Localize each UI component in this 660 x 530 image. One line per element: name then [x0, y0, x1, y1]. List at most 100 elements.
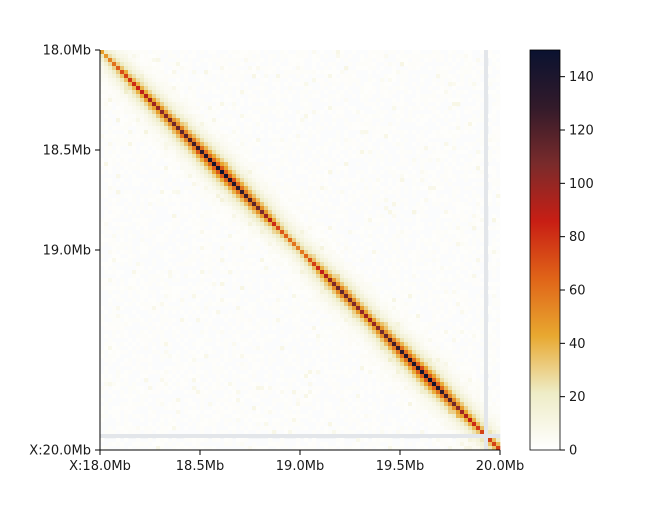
heatmap-cell — [432, 78, 437, 83]
heatmap-cell — [456, 302, 461, 307]
heatmap-cell — [384, 82, 389, 87]
heatmap-cell — [392, 174, 397, 179]
heatmap-cell — [164, 122, 169, 127]
heatmap-cell — [208, 338, 213, 343]
heatmap-cell — [180, 114, 185, 119]
heatmap-cell — [260, 298, 265, 303]
heatmap-cell — [236, 250, 241, 255]
heatmap-cell — [324, 170, 329, 175]
heatmap-cell — [236, 238, 241, 243]
heatmap-cell — [336, 322, 341, 327]
heatmap-cell — [460, 242, 465, 247]
heatmap-cell — [320, 166, 325, 171]
heatmap-cell — [236, 282, 241, 287]
heatmap-cell — [172, 90, 177, 95]
heatmap-cell — [268, 166, 273, 171]
heatmap-cell — [324, 194, 329, 199]
heatmap-cell — [420, 226, 425, 231]
heatmap-cell — [176, 290, 181, 295]
heatmap-cell — [476, 310, 481, 315]
heatmap-cell — [356, 322, 361, 327]
heatmap-cell — [240, 114, 245, 119]
heatmap-cell — [416, 254, 421, 259]
heatmap-cell — [216, 310, 221, 315]
heatmap-cell — [292, 278, 297, 283]
heatmap-cell — [344, 342, 349, 347]
heatmap-cell — [440, 86, 445, 91]
heatmap-cell — [368, 190, 373, 195]
heatmap-cell — [312, 198, 317, 203]
heatmap-cell — [292, 70, 297, 75]
heatmap-cell — [208, 262, 213, 267]
heatmap-cell — [156, 74, 161, 79]
heatmap-cell — [272, 242, 277, 247]
heatmap-cell — [164, 354, 169, 359]
heatmap-cell — [260, 194, 265, 199]
heatmap-cell — [248, 266, 253, 271]
heatmap-cell — [108, 258, 113, 263]
heatmap-cell — [320, 118, 325, 123]
heatmap-cell — [144, 54, 149, 59]
heatmap-cell — [280, 214, 285, 219]
heatmap-cell — [384, 330, 389, 335]
heatmap-cell — [120, 330, 125, 335]
heatmap-cell — [176, 170, 181, 175]
heatmap-cell — [104, 286, 109, 291]
heatmap-cell — [384, 318, 389, 323]
heatmap-cell — [120, 286, 125, 291]
heatmap-cell — [472, 94, 477, 99]
heatmap-cell — [384, 310, 389, 315]
heatmap-cell — [244, 202, 249, 207]
heatmap-cell — [228, 314, 233, 319]
heatmap-cell — [428, 170, 433, 175]
heatmap-cell — [452, 290, 457, 295]
heatmap-cell — [404, 70, 409, 75]
heatmap-cell — [452, 250, 457, 255]
heatmap-cell — [152, 146, 157, 151]
heatmap-cell — [212, 58, 217, 63]
heatmap-cell — [444, 162, 449, 167]
heatmap-cell — [364, 290, 369, 295]
heatmap-cell — [496, 182, 501, 187]
heatmap-cell — [492, 186, 497, 191]
heatmap-cell — [220, 222, 225, 227]
heatmap-cell — [228, 90, 233, 95]
heatmap-cell — [396, 86, 401, 91]
heatmap-cell — [140, 178, 145, 183]
heatmap-cell — [284, 182, 289, 187]
heatmap-cell — [184, 326, 189, 331]
heatmap-cell — [156, 134, 161, 139]
heatmap-cell — [348, 230, 353, 235]
heatmap-cell — [272, 78, 277, 83]
heatmap-cell — [284, 282, 289, 287]
heatmap-cell — [372, 354, 377, 359]
heatmap-cell — [232, 206, 237, 211]
heatmap-cell — [468, 350, 473, 355]
heatmap-cell — [472, 222, 477, 227]
heatmap-cell — [432, 174, 437, 179]
heatmap-cell — [112, 334, 117, 339]
heatmap-cell — [244, 54, 249, 59]
heatmap-cell — [144, 254, 149, 259]
heatmap-cell — [304, 50, 309, 55]
heatmap-cell — [204, 242, 209, 247]
heatmap-cell — [224, 298, 229, 303]
heatmap-cell — [380, 218, 385, 223]
heatmap-cell — [116, 74, 121, 79]
heatmap-cell — [328, 238, 333, 243]
heatmap-cell — [224, 350, 229, 355]
heatmap-cell — [244, 330, 249, 335]
heatmap-cell — [364, 98, 369, 103]
heatmap-cell — [360, 62, 365, 67]
heatmap-cell — [412, 182, 417, 187]
heatmap-cell — [400, 106, 405, 111]
heatmap-cell — [304, 210, 309, 215]
heatmap-cell — [192, 130, 197, 135]
heatmap-cell — [320, 282, 325, 287]
heatmap-cell — [352, 306, 357, 311]
heatmap-cell — [352, 298, 357, 303]
heatmap-cell — [440, 310, 445, 315]
heatmap-cell — [348, 326, 353, 331]
heatmap-cell — [488, 246, 493, 251]
heatmap-cell — [396, 178, 401, 183]
